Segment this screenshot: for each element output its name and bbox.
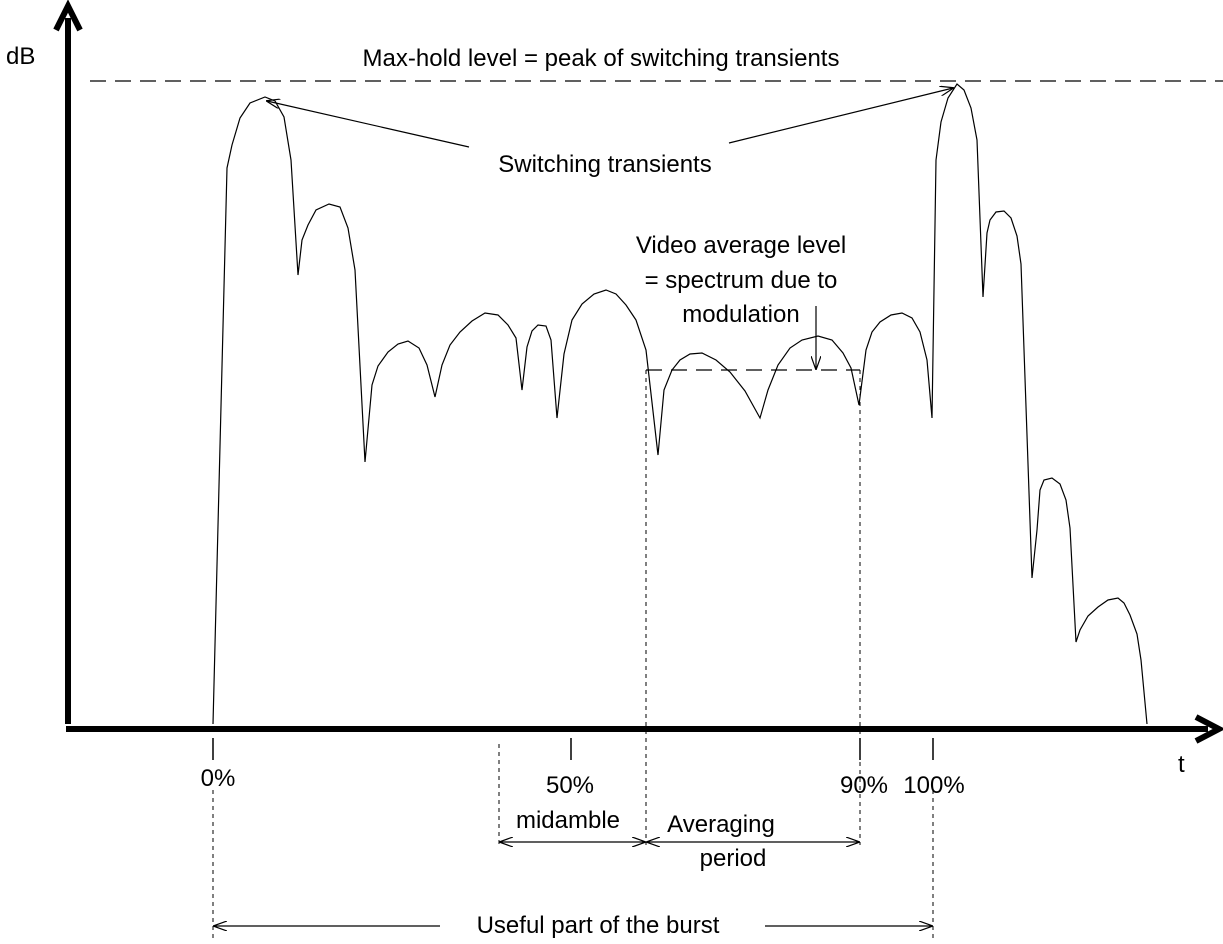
spectrum-curve [212,83,1148,725]
x-axis-label: t [1178,751,1185,778]
y-axis-arrow-icon [53,0,83,32]
transient-arrow-left [267,101,470,148]
midamble-label: midamble [516,807,620,834]
video-average-label-line1: Video average level [636,232,846,259]
y-axis-label: dB [6,43,35,70]
averaging-period-label-line2: period [700,845,767,872]
useful-part-label: Useful part of the burst [477,912,720,939]
transient-arrow-right [728,88,953,144]
tick-label-100: 100% [903,772,964,799]
tick-label-90: 90% [840,772,888,799]
averaging-period-label-line1: Averaging [667,811,775,838]
x-axis-arrow-icon [1194,714,1223,744]
tick-label-0: 0% [201,765,236,792]
video-average-label-line3: modulation [682,301,799,328]
switching-transients-label: Switching transients [498,151,711,178]
max-hold-label: Max-hold level = peak of switching trans… [363,45,840,72]
video-average-label-line2: = spectrum due to [645,267,838,294]
tick-label-50: 50% [546,772,594,799]
